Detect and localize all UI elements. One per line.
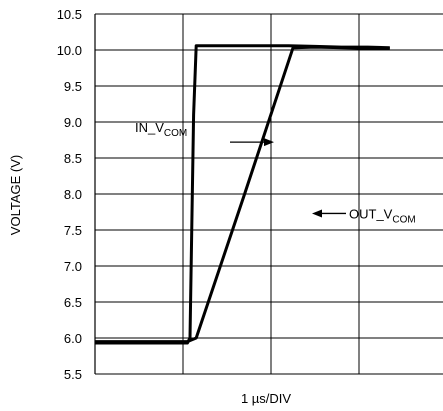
y-tick-label: 9.0 [64,115,82,130]
x-axis-label: 1 µs/DIV [241,391,291,406]
y-tick-label: 5.5 [64,367,82,382]
out-vcom-label: OUT_VCOM [349,206,416,225]
y-tick-label: 8.0 [64,187,82,202]
grid [94,13,443,375]
annotations: IN_VCOM OUT_VCOM [135,120,416,225]
in-vcom-arrow-head [264,138,274,147]
in-vcom-label-main: IN_V [135,120,164,135]
y-tick-label: 6.5 [64,295,82,310]
y-tick-label: 7.5 [64,223,82,238]
in-vcom-label: IN_VCOM [135,120,187,139]
in-vcom-label-sub: COM [164,128,187,139]
y-tick-label: 10.5 [57,7,82,22]
y-tick-labels: 5.5 6.0 6.5 7.0 7.5 8.0 8.5 9.0 9.5 10.0 10.5 [57,7,82,382]
out-vcom-label-main: OUT_V [349,206,393,221]
y-tick-label: 8.5 [64,151,82,166]
out-vcom-arrow-head [312,209,322,218]
y-tick-label: 10.0 [57,43,82,58]
series-out-vcom-line [95,45,390,344]
out-vcom-label-sub: COM [392,214,415,225]
y-tick-label: 9.5 [64,79,82,94]
y-axis-label: VOLTAGE (V) [8,155,23,235]
series-lines [95,44,390,345]
y-tick-label: 6.0 [64,331,82,346]
y-tick-label: 7.0 [64,259,82,274]
